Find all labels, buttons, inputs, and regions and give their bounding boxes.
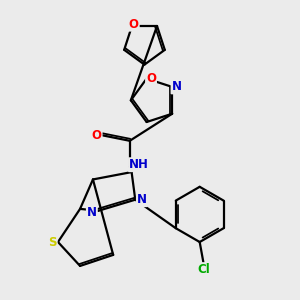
Text: O: O — [146, 72, 156, 85]
Text: NH: NH — [129, 158, 149, 171]
Text: O: O — [129, 18, 139, 31]
Text: N: N — [137, 193, 147, 206]
Text: Cl: Cl — [197, 263, 210, 276]
Text: S: S — [48, 236, 57, 248]
Text: N: N — [172, 80, 182, 93]
Text: O: O — [92, 129, 102, 142]
Text: N: N — [87, 206, 97, 219]
